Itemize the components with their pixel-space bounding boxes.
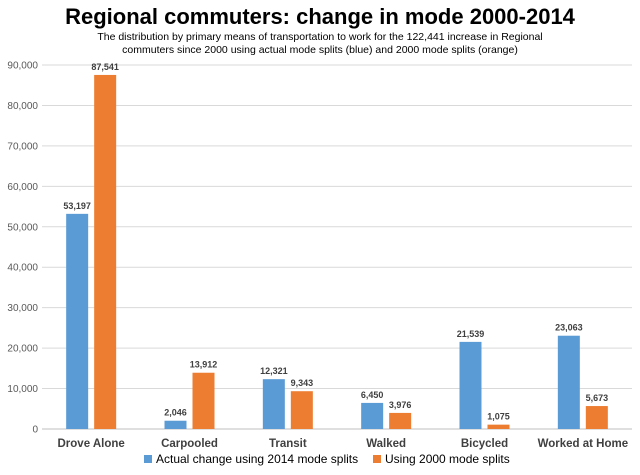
data-label: 6,450	[361, 390, 384, 400]
y-tick-label: 40,000	[7, 263, 38, 274]
chart-title: Regional commuters: change in mode 2000-…	[65, 4, 575, 29]
data-label: 1,075	[487, 412, 510, 422]
legend-label-actual: Actual change using 2014 mode splits	[156, 452, 358, 466]
y-tick-label: 50,000	[7, 222, 38, 233]
y-tick-label: 60,000	[7, 182, 38, 193]
data-label: 87,541	[91, 62, 119, 72]
x-tick-label: Walked	[366, 438, 406, 450]
x-tick-label: Bicycled	[461, 438, 508, 450]
y-tick-label: 80,000	[7, 101, 38, 112]
bar-actual	[459, 341, 482, 429]
data-label: 9,343	[291, 378, 314, 388]
data-label: 53,197	[63, 201, 91, 211]
data-label: 21,539	[457, 329, 485, 339]
legend-swatch-using-2000	[373, 455, 381, 463]
bar-using-2000	[290, 391, 313, 429]
data-label: 2,046	[164, 408, 187, 418]
y-tick-label: 30,000	[7, 303, 38, 314]
y-tick-label: 0	[32, 425, 38, 436]
bar-using-2000	[192, 372, 215, 429]
y-tick-label: 90,000	[7, 61, 38, 72]
bar-using-2000	[487, 424, 510, 429]
data-label: 12,321	[260, 366, 288, 376]
y-tick-label: 10,000	[7, 384, 38, 395]
y-tick-label: 70,000	[7, 141, 38, 152]
data-label: 23,063	[555, 323, 583, 333]
bar-using-2000	[389, 412, 412, 429]
x-tick-label: Worked at Home	[538, 438, 629, 450]
bar-using-2000	[585, 406, 608, 429]
data-label: 3,976	[389, 400, 412, 410]
chart-subtitle: The distribution by primary means of tra…	[97, 31, 543, 56]
y-tick-label: 20,000	[7, 344, 38, 355]
legend-swatch-actual	[144, 455, 152, 463]
bar-actual	[361, 402, 384, 429]
bar-actual	[557, 335, 580, 429]
x-tick-label: Transit	[269, 438, 307, 450]
bar-actual	[164, 420, 187, 429]
x-tick-label: Drove Alone	[58, 438, 125, 450]
x-tick-label: Carpooled	[161, 438, 218, 450]
bar-using-2000	[94, 74, 117, 430]
bar-actual	[262, 379, 285, 429]
legend-label-using-2000: Using 2000 mode splits	[385, 452, 510, 466]
data-label: 5,673	[586, 393, 609, 403]
data-label: 13,912	[190, 360, 218, 370]
bar-actual	[66, 213, 89, 429]
